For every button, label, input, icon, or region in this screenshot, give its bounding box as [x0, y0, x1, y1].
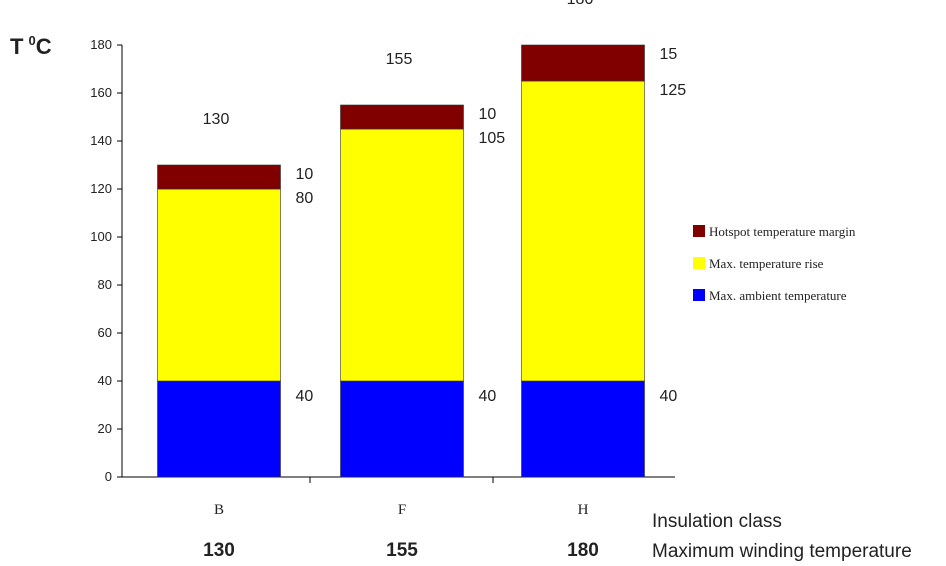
insulation-class-label: Insulation class [652, 511, 782, 532]
y-tick-label: 180 [90, 37, 112, 52]
bar-segment-B-1 [157, 188, 281, 382]
y-tick-label: 120 [90, 181, 112, 196]
bar-segment-H-2 [521, 44, 645, 82]
legend-swatch [693, 289, 705, 301]
segment-value-label: 40 [296, 388, 314, 405]
y-tick-label: 0 [105, 469, 112, 484]
max-winding-temp-value: 180 [567, 540, 599, 561]
y-tick-label: 80 [98, 277, 112, 292]
category-label: F [398, 502, 406, 518]
bars [157, 44, 645, 478]
category-label: B [214, 502, 224, 518]
bar-segment-B-2 [157, 164, 281, 190]
segment-value-label: 105 [479, 130, 506, 147]
segment-value-label: 40 [479, 388, 497, 405]
category-label: H [578, 502, 589, 518]
bar-total-label: 180 [567, 0, 594, 8]
bar-segment-H-0 [521, 380, 645, 478]
legend-swatch [693, 257, 705, 269]
segment-value-label: 125 [660, 82, 687, 99]
y-tick-label: 20 [98, 421, 112, 436]
max-winding-temp-label: Maximum winding temperature [652, 541, 912, 562]
legend-swatch [693, 225, 705, 237]
y-tick-label: 160 [90, 85, 112, 100]
bar-segment-F-1 [340, 128, 464, 382]
segment-value-label: 40 [660, 388, 678, 405]
max-winding-temp-value: 130 [203, 540, 235, 561]
segment-value-label: 10 [296, 166, 314, 183]
bar-segment-H-1 [521, 80, 645, 382]
axes: 0 20 40 60 80 100 120 140 160 180 [90, 37, 675, 484]
y-tick-label: 100 [90, 229, 112, 244]
bar-total-label: 155 [386, 51, 413, 68]
y-tick-label: 40 [98, 373, 112, 388]
legend-entry: Max. ambient temperature [709, 288, 847, 303]
bar-total-label: 130 [203, 111, 230, 128]
segment-value-label: 80 [296, 190, 314, 207]
max-winding-temp-value: 155 [386, 540, 418, 561]
y-axis-label: T 0C [10, 33, 52, 59]
bar-segment-F-0 [340, 380, 464, 478]
y-tick-label: 140 [90, 133, 112, 148]
data-labels: 40 80 10 130 B 130 40 105 10 155 F 155 40 125 15 180 H 18… [203, 0, 687, 561]
bar-segment-F-2 [340, 104, 464, 130]
legend-entry: Hotspot temperature margin [709, 224, 856, 239]
bar-segment-B-0 [157, 380, 281, 478]
legend: Hotspot temperature margin Max. temperatu… [693, 224, 856, 303]
segment-value-label: 10 [479, 106, 497, 123]
y-tick-label: 60 [98, 325, 112, 340]
legend-entry: Max. temperature rise [709, 256, 824, 271]
segment-value-label: 15 [660, 46, 678, 63]
